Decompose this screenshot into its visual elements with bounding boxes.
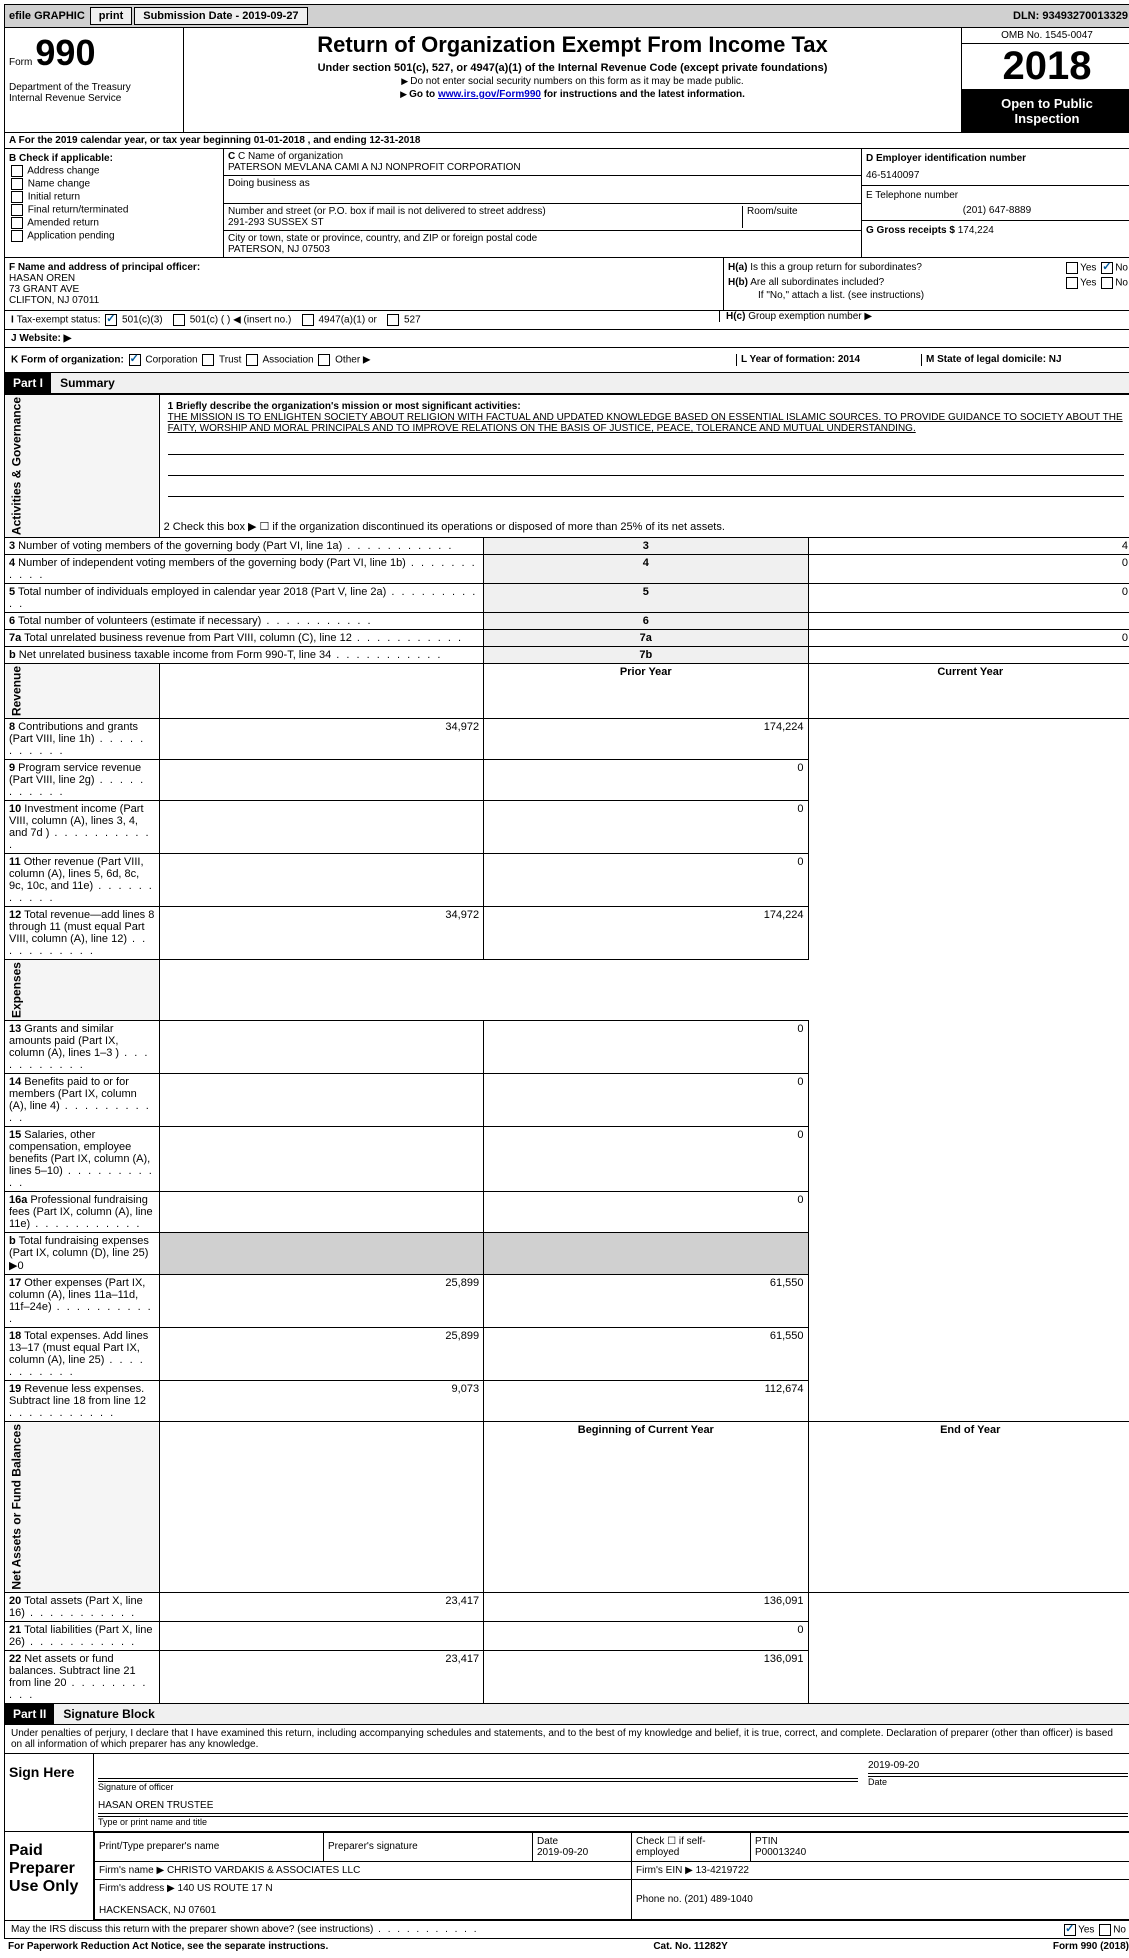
sign-here-label: Sign Here bbox=[5, 1754, 94, 1831]
side-revenue: Revenue bbox=[5, 664, 160, 719]
row-i: I Tax-exempt status: 501(c)(3) 501(c) ( … bbox=[4, 311, 1129, 330]
table-row: 16a Professional fundraising fees (Part … bbox=[5, 1192, 1129, 1233]
officer-typed-name: HASAN OREN TRUSTEE bbox=[98, 1800, 1128, 1814]
dln: DLN: 93493270013329 bbox=[1009, 10, 1129, 22]
dept-label: Department of the Treasury Internal Reve… bbox=[9, 82, 179, 104]
firm-phone: (201) 489-1040 bbox=[684, 1894, 752, 1905]
top-bar: efile GRAPHIC print Submission Date - 20… bbox=[4, 4, 1129, 28]
table-row: 11 Other revenue (Part VIII, column (A),… bbox=[5, 854, 1129, 907]
side-governance: Activities & Governance bbox=[5, 395, 160, 538]
firm-ein: 13-4219722 bbox=[696, 1865, 749, 1876]
table-row: 21 Total liabilities (Part X, line 26)0 bbox=[5, 1621, 1129, 1650]
open-public: Open to Public Inspection bbox=[962, 90, 1129, 132]
discuss-row: May the IRS discuss this return with the… bbox=[4, 1921, 1129, 1939]
org-name: PATERSON MEVLANA CAMI A NJ NONPROFIT COR… bbox=[228, 162, 857, 173]
footer: For Paperwork Reduction Act Notice, see … bbox=[4, 1939, 1129, 1954]
part2-header: Part II Signature Block bbox=[4, 1704, 1129, 1725]
table-row: b Net unrelated business taxable income … bbox=[5, 647, 1129, 664]
table-row: 8 Contributions and grants (Part VIII, l… bbox=[5, 719, 1129, 760]
discuss-yes-checkbox[interactable] bbox=[1064, 1924, 1076, 1936]
officer-name: HASAN OREN bbox=[9, 273, 75, 284]
paid-preparer-label: Paid Preparer Use Only bbox=[5, 1832, 94, 1920]
table-row: 7a Total unrelated business revenue from… bbox=[5, 630, 1129, 647]
preparer-table: Print/Type preparer's name Preparer's si… bbox=[94, 1832, 1129, 1920]
part1-header: Part I Summary bbox=[4, 373, 1129, 394]
table-row: 6 Total number of volunteers (estimate i… bbox=[5, 613, 1129, 630]
city-state-zip: PATERSON, NJ 07503 bbox=[228, 244, 857, 255]
table-row: 13 Grants and similar amounts paid (Part… bbox=[5, 1021, 1129, 1074]
table-row: 4 Number of independent voting members o… bbox=[5, 555, 1129, 584]
table-row: 9 Program service revenue (Part VIII, li… bbox=[5, 760, 1129, 801]
table-row: 14 Benefits paid to or for members (Part… bbox=[5, 1074, 1129, 1127]
501c3-checkbox[interactable] bbox=[105, 314, 117, 326]
table-row: b Total fundraising expenses (Part IX, c… bbox=[5, 1233, 1129, 1275]
section-b-item: Amended return bbox=[9, 217, 219, 229]
ha-yes-checkbox[interactable] bbox=[1066, 262, 1078, 274]
section-fh: F Name and address of principal officer:… bbox=[4, 258, 1129, 311]
page-title: Return of Organization Exempt From Incom… bbox=[188, 32, 957, 58]
section-b-item: Final return/terminated bbox=[9, 204, 219, 216]
corporation-checkbox[interactable] bbox=[129, 354, 141, 366]
table-row: 10 Investment income (Part VIII, column … bbox=[5, 801, 1129, 854]
row-j: J Website: ▶ bbox=[4, 330, 1129, 348]
efile-label: efile GRAPHIC bbox=[5, 10, 89, 22]
print-button[interactable]: print bbox=[90, 7, 132, 25]
tax-year: 2018 bbox=[962, 44, 1129, 90]
phone: (201) 647-8889 bbox=[866, 205, 1128, 216]
part1-table: Activities & Governance 1 Briefly descri… bbox=[4, 394, 1129, 1704]
section-b-item: Address change bbox=[9, 165, 219, 177]
section-h: H(a) Is this a group return for subordin… bbox=[724, 258, 1129, 310]
table-row: 19 Revenue less expenses. Subtract line … bbox=[5, 1381, 1129, 1422]
sig-date: 2019-09-20 bbox=[868, 1760, 1128, 1774]
table-row: 5 Total number of individuals employed i… bbox=[5, 584, 1129, 613]
table-row: 18 Total expenses. Add lines 13–17 (must… bbox=[5, 1328, 1129, 1381]
hb-no-checkbox[interactable] bbox=[1101, 277, 1113, 289]
omb-number: OMB No. 1545-0047 bbox=[962, 28, 1129, 44]
section-bcdeg: B Check if applicable: Address change Na… bbox=[4, 149, 1129, 258]
table-row: 3 Number of voting members of the govern… bbox=[5, 538, 1129, 555]
header-title-block: Return of Organization Exempt From Incom… bbox=[184, 28, 961, 132]
gross-receipts: 174,224 bbox=[958, 225, 994, 236]
ha-no-checkbox[interactable] bbox=[1101, 262, 1113, 274]
side-net: Net Assets or Fund Balances bbox=[5, 1422, 160, 1593]
table-row: 22 Net assets or fund balances. Subtract… bbox=[5, 1650, 1129, 1703]
row-klm: K Form of organization: Corporation Trus… bbox=[4, 348, 1129, 373]
ein: 46-5140097 bbox=[866, 170, 1128, 181]
section-b-item: Application pending bbox=[9, 230, 219, 242]
table-row: 12 Total revenue—add lines 8 through 11 … bbox=[5, 907, 1129, 960]
mission-text: THE MISSION IS TO ENLIGHTEN SOCIETY ABOU… bbox=[168, 412, 1123, 434]
firm-name: CHRISTO VARDAKIS & ASSOCIATES LLC bbox=[167, 1865, 360, 1876]
side-expenses: Expenses bbox=[5, 960, 160, 1021]
form-header: Form 990 Department of the Treasury Inte… bbox=[4, 28, 1129, 133]
signature-block: Sign Here Signature of officer 2019-09-2… bbox=[4, 1754, 1129, 1832]
section-deg: D Employer identification number 46-5140… bbox=[861, 149, 1129, 257]
discuss-no-checkbox[interactable] bbox=[1099, 1924, 1111, 1936]
section-f: F Name and address of principal officer:… bbox=[5, 258, 724, 310]
submission-date: Submission Date - 2019-09-27 bbox=[134, 7, 307, 25]
instructions-link[interactable]: www.irs.gov/Form990 bbox=[438, 89, 541, 100]
ptin: P00013240 bbox=[755, 1847, 806, 1858]
section-b-item: Name change bbox=[9, 178, 219, 190]
table-row: 15 Salaries, other compensation, employe… bbox=[5, 1127, 1129, 1192]
header-right: OMB No. 1545-0047 2018 Open to Public In… bbox=[961, 28, 1129, 132]
table-row: 17 Other expenses (Part IX, column (A), … bbox=[5, 1275, 1129, 1328]
preparer-block: Paid Preparer Use Only Print/Type prepar… bbox=[4, 1832, 1129, 1921]
street-address: 291-293 SUSSEX ST bbox=[228, 217, 742, 228]
section-b-item: Initial return bbox=[9, 191, 219, 203]
hb-yes-checkbox[interactable] bbox=[1066, 277, 1078, 289]
mission-block: 1 Briefly describe the organization's mi… bbox=[164, 397, 1128, 501]
declaration: Under penalties of perjury, I declare th… bbox=[4, 1725, 1129, 1754]
form-990-box: Form 990 Department of the Treasury Inte… bbox=[5, 28, 184, 132]
form-number: 990 bbox=[35, 32, 95, 73]
row-a: A For the 2019 calendar year, or tax yea… bbox=[4, 133, 1129, 149]
table-row: 20 Total assets (Part X, line 16)23,4171… bbox=[5, 1592, 1129, 1621]
section-b: B Check if applicable: Address change Na… bbox=[5, 149, 224, 257]
section-c: C C Name of organization PATERSON MEVLAN… bbox=[224, 149, 861, 257]
